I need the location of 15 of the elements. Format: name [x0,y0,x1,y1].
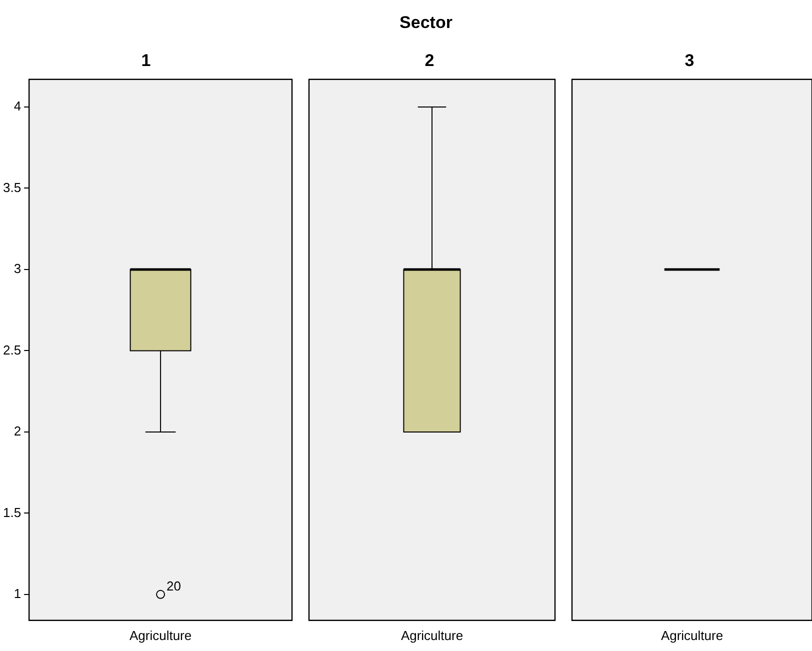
x-tick-label: Agriculture [660,628,724,643]
x-tick-label: Agriculture [129,628,192,643]
text: Sector [398,13,454,33]
chart-title: 2 [424,50,434,70]
y-tick-label: 3 [14,261,22,276]
y-tick-label: 3.5 [2,180,22,195]
x-tick-label: Agriculture [400,628,464,643]
y-tick-label: 1 [14,586,22,601]
y-tick-label: 1.5 [2,504,22,520]
y-tick-label: 2.5 [2,342,22,358]
chart-title: 3 [684,50,694,70]
chart-title: 1 [141,50,151,70]
y-tick-label: 4 [14,98,22,114]
y-tick-label: 2 [14,424,22,439]
annotation: 20 [166,578,182,594]
